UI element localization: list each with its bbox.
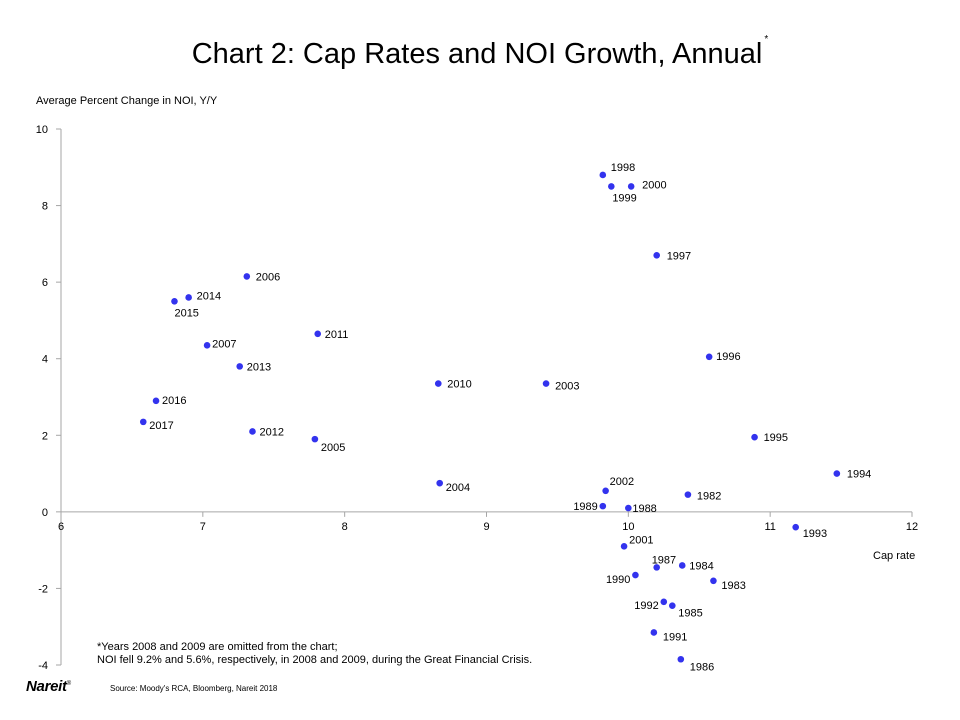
x-tick-label: 6: [58, 521, 64, 533]
point-label-1986: 1986: [690, 661, 714, 673]
point-label-2000: 2000: [642, 179, 666, 191]
data-point-2012: [249, 428, 256, 435]
data-point-2001: [620, 543, 628, 550]
data-point-1984: [678, 562, 686, 569]
point-label-2001: 2001: [629, 534, 653, 546]
point-label-2003: 2003: [555, 381, 579, 393]
footnote: *Years 2008 and 2009 are omitted from th…: [97, 641, 532, 667]
point-label-2011: 2011: [325, 329, 349, 341]
point-label-1993: 1993: [803, 528, 827, 540]
data-point-2015: [171, 297, 178, 305]
data-point-1982: [684, 491, 692, 498]
point-label-2002: 2002: [610, 476, 634, 488]
x-tick-label: 12: [906, 521, 918, 533]
y-tick-label: 4: [42, 354, 48, 366]
x-tick-label: 8: [342, 521, 348, 533]
source-note: Source: Moody's RCA, Bloomberg, Nareit 2…: [110, 684, 278, 693]
data-point-2006: [243, 273, 251, 280]
data-point-1995: [751, 433, 758, 441]
chart-title: Chart 2: Cap Rates and NOI Growth, Annua…: [191, 34, 769, 70]
data-point-2004: [436, 479, 443, 487]
point-label-2004: 2004: [446, 482, 470, 494]
y-tick-label: 6: [42, 277, 48, 289]
point-label-1984: 1984: [689, 560, 713, 572]
point-label-2013: 2013: [247, 361, 271, 373]
point-label-2014: 2014: [197, 290, 221, 302]
data-point-1987: [653, 564, 660, 571]
x-tick-label: 9: [483, 521, 489, 533]
axes: 10 8 6 4 2 0 -2 -4 6 7 8 9 10 11 12: [36, 124, 918, 672]
y-tick-label: 10: [36, 124, 48, 136]
y-axis-label: Average Percent Change in NOI, Y/Y: [36, 95, 218, 107]
data-point-2016: [152, 397, 160, 405]
data-point-2007: [203, 342, 211, 349]
point-label-2017: 2017: [149, 420, 173, 432]
point-label-1985: 1985: [678, 608, 702, 620]
point-label-1995: 1995: [764, 432, 788, 444]
title-footnote-mark: *: [764, 34, 769, 45]
point-label-1987: 1987: [652, 554, 676, 566]
data-point-1998: [599, 171, 607, 179]
data-point-2014: [185, 294, 192, 301]
y-tick-label: -4: [38, 660, 48, 672]
y-tick-label: 0: [42, 507, 48, 519]
x-axis-label: Cap rate: [873, 550, 916, 562]
data-point-2010: [434, 380, 442, 387]
point-label-1991: 1991: [663, 631, 687, 643]
point-label-1992: 1992: [634, 600, 658, 612]
data-point-1989: [599, 502, 607, 510]
data-point-1991: [650, 629, 658, 636]
data-point-2005: [311, 435, 319, 443]
point-label-1998: 1998: [611, 162, 635, 174]
data-point-1990: [632, 571, 639, 579]
data-point-1996: [705, 353, 713, 361]
data-point-2013: [236, 363, 244, 370]
data-point-1993: [792, 523, 799, 531]
point-label-2016: 2016: [162, 395, 186, 407]
x-tick-label: 10: [622, 521, 634, 533]
data-point-1983: [710, 577, 717, 585]
point-label-2015: 2015: [174, 307, 198, 319]
point-label-2012: 2012: [259, 426, 283, 438]
point-label-1988: 1988: [632, 503, 656, 515]
point-label-1996: 1996: [716, 351, 740, 363]
data-point-1988: [625, 504, 632, 512]
data-point-2017: [139, 418, 147, 426]
data-point-2000: [627, 183, 635, 190]
data-point-1994: [833, 470, 841, 477]
data-point-1997: [653, 252, 660, 259]
data-point-1999: [608, 183, 615, 190]
point-labels: 1998 1999 2000 1997 2006 2014 2015 2011 2007 1996…: [149, 162, 871, 673]
point-label-1982: 1982: [697, 491, 721, 503]
point-label-1983: 1983: [721, 580, 745, 592]
point-label-1994: 1994: [847, 469, 871, 481]
footnote-line-1: *Years 2008 and 2009 are omitted from th…: [97, 641, 338, 653]
point-label-1999: 1999: [612, 192, 636, 204]
y-tick-label: 2: [42, 430, 48, 442]
y-tick-label: -2: [38, 583, 48, 595]
data-point-2011: [314, 330, 322, 338]
point-label-1989: 1989: [573, 501, 597, 513]
data-point-2003: [542, 380, 550, 387]
x-tick-label: 7: [200, 521, 206, 533]
nareit-logo: Nareit®: [26, 678, 71, 695]
x-tick-label: 11: [764, 521, 775, 533]
data-point-1992: [660, 598, 668, 606]
point-label-2006: 2006: [256, 271, 280, 283]
point-label-1990: 1990: [606, 574, 630, 586]
point-label-2007: 2007: [212, 338, 236, 350]
data-point-1985: [669, 602, 676, 609]
point-label-2005: 2005: [321, 442, 345, 454]
data-point-1986: [677, 655, 685, 663]
data-point-2002: [602, 487, 609, 495]
y-tick-label: 8: [42, 201, 48, 213]
point-label-2010: 2010: [447, 379, 471, 391]
data-points: [139, 171, 841, 663]
footnote-line-2: NOI fell 9.2% and 5.6%, respectively, in…: [97, 654, 533, 666]
point-label-1997: 1997: [667, 250, 691, 262]
